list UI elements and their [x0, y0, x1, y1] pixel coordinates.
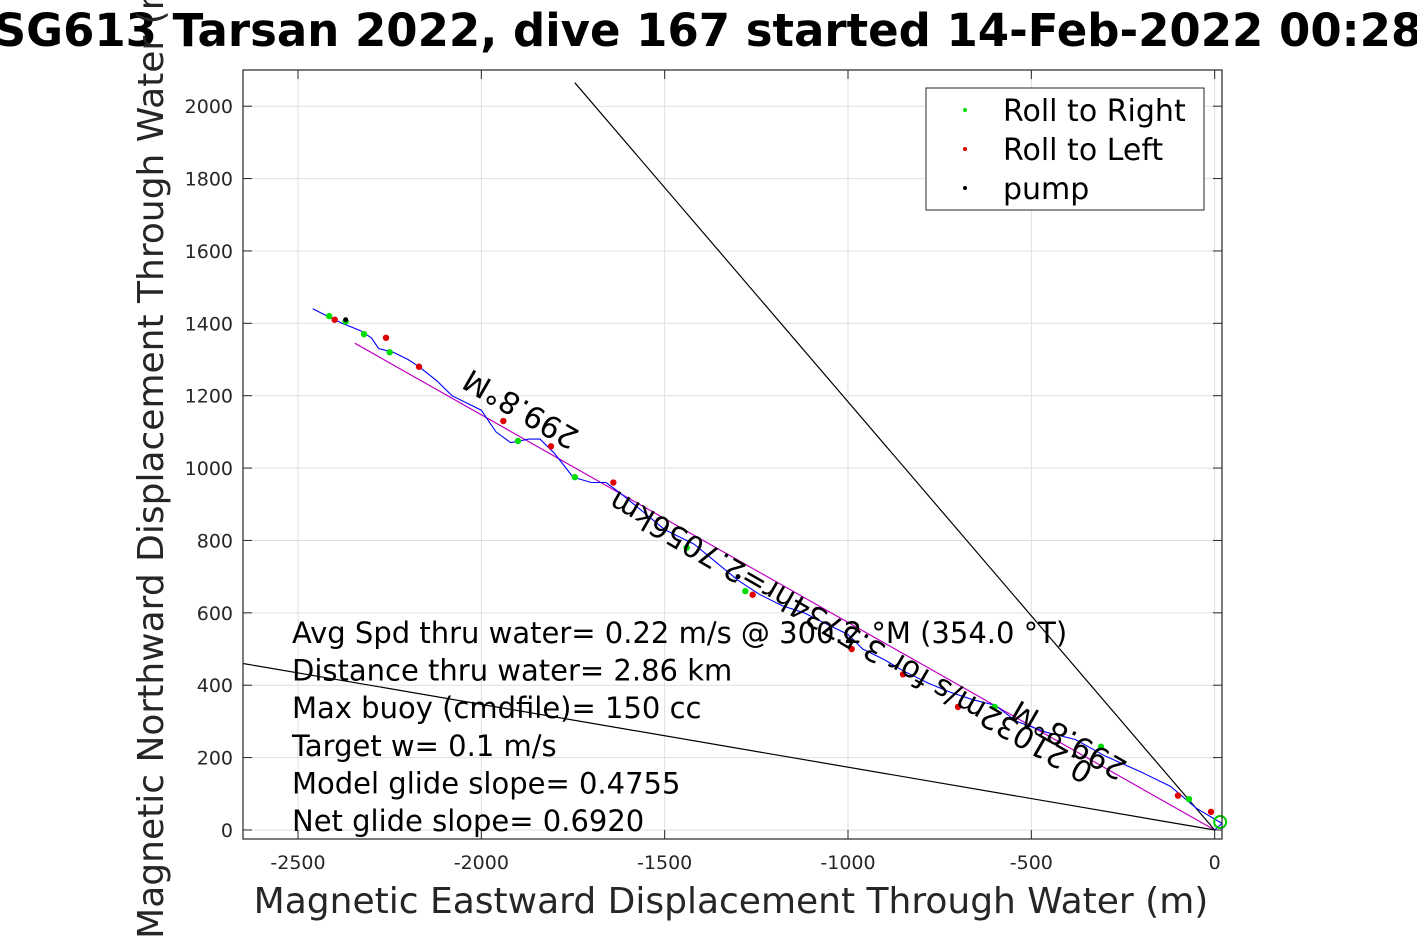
roll-right-marker — [571, 473, 579, 481]
x-tick-label: 0 — [1209, 852, 1221, 874]
roll-left-marker — [1174, 792, 1182, 799]
x-tick-label: -2000 — [454, 852, 509, 874]
info-line: Target w= 0.1 m/s — [291, 729, 557, 763]
y-tick-label: 200 — [197, 748, 233, 770]
info-line: Model glide slope= 0.4755 — [292, 766, 680, 800]
legend: Roll to Right Roll to Left pump — [925, 87, 1205, 211]
pump-marker — [735, 574, 741, 580]
y-tick-label: 1000 — [185, 458, 233, 480]
info-line: Max buoy (cmdfile)= 150 cc — [292, 691, 701, 725]
y-tick-label: 0 — [221, 820, 233, 842]
roll-left-marker — [954, 703, 962, 711]
y-tick-label: 1200 — [185, 386, 233, 408]
y-tick-label: 1600 — [185, 241, 233, 263]
legend-marker — [963, 186, 967, 190]
legend-marker — [963, 147, 967, 151]
legend-marker — [963, 108, 967, 112]
legend-label: Roll to Left — [1003, 133, 1163, 168]
roll-left-marker — [749, 591, 756, 598]
y-axis-label: Magnetic Northward Displacement Through … — [131, 0, 172, 939]
x-tick-label: -1500 — [637, 852, 692, 874]
y-tick-label: 400 — [197, 675, 233, 697]
roll-right-marker — [386, 349, 393, 356]
info-line: Net glide slope= 0.6920 — [292, 804, 644, 838]
axes-frame — [242, 69, 1223, 840]
x-axis-label: Magnetic Eastward Displacement Through W… — [254, 881, 1209, 922]
pump-marker — [343, 317, 349, 323]
start-marker — [1213, 814, 1228, 829]
roll-left-marker — [500, 417, 507, 425]
roll-right-marker — [742, 587, 749, 595]
y-tick-label: 2000 — [185, 96, 233, 118]
roll-left-marker — [1207, 808, 1215, 816]
legend-box — [925, 87, 1205, 211]
y-tick-label: 1800 — [185, 169, 233, 191]
roll-left-marker — [848, 645, 855, 653]
reference-lines — [243, 82, 1216, 831]
roll-right-marker — [1097, 743, 1105, 750]
y-tick-label: 800 — [197, 530, 233, 552]
roll-right-marker — [325, 312, 333, 320]
roll-left-marker — [610, 479, 617, 486]
roll-right-marker — [360, 330, 368, 338]
roll-right-marker — [991, 703, 998, 711]
y-tick-label: 1400 — [185, 313, 233, 335]
x-tick-label: -2500 — [270, 852, 325, 874]
roll-left-marker — [547, 443, 555, 450]
roll-right-marker — [514, 437, 522, 445]
roll-left-marker — [415, 363, 423, 370]
ticks: -2500 -2000 -1500 -1000 -500 0 0 200 400 600 800 10… — [185, 70, 1222, 874]
roll-left-marker — [382, 334, 390, 341]
chart-title: SG613 Tarsan 2022, dive 167 started 14-F… — [0, 4, 1417, 57]
roll-left-marker — [331, 316, 338, 323]
markers — [325, 312, 1228, 829]
x-tick-label: -500 — [1010, 852, 1053, 874]
roll-right-marker — [1185, 795, 1193, 803]
y-tick-label: 600 — [197, 603, 233, 625]
legend-label: Roll to Right — [1003, 94, 1186, 129]
roll-right-marker — [683, 544, 690, 551]
x-tick-label: -1000 — [820, 852, 875, 874]
reference-line — [243, 662, 1215, 831]
info-line: Avg Spd thru water= 0.22 m/s @ 300.2 °M … — [292, 616, 1067, 650]
legend-label: pump — [1003, 172, 1089, 207]
info-line: Distance thru water= 2.86 km — [292, 654, 732, 688]
reference-line — [574, 82, 1216, 831]
roll-left-marker — [899, 671, 907, 678]
heading-line — [354, 342, 1215, 831]
